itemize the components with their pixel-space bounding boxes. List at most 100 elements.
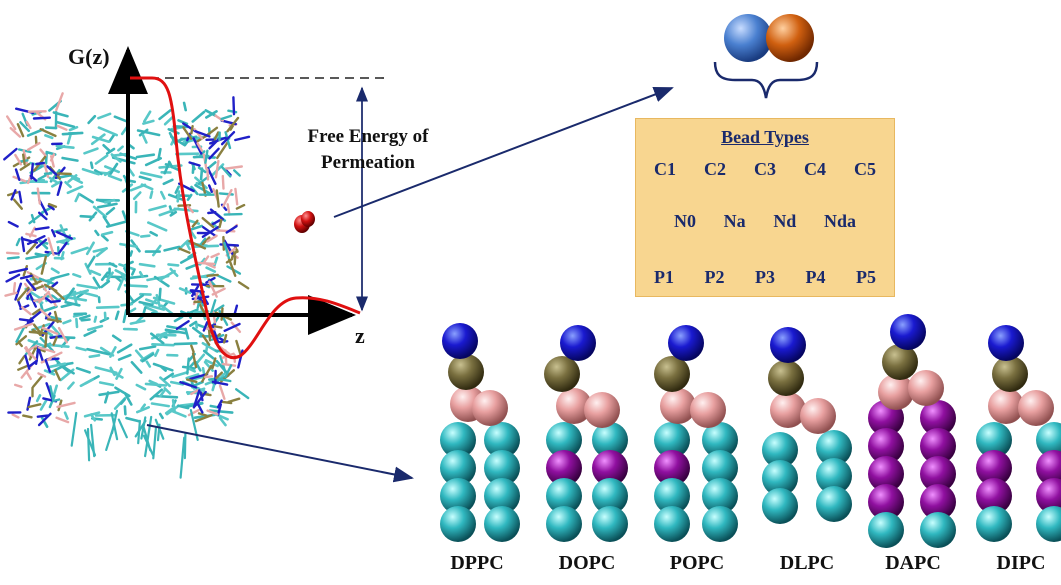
membrane-stick [153,394,179,399]
membrane-stick [178,287,192,295]
membrane-stick [18,190,23,204]
membrane-stick [64,181,72,189]
lipid-bead [472,390,508,426]
membrane-stick [57,172,72,176]
membrane-stick [194,321,198,329]
membrane-stick [13,322,34,331]
membrane-stick [91,135,111,143]
membrane-stick [4,291,18,297]
membrane-stick [28,347,37,361]
lipid-bead [690,392,726,428]
bead-types-box: Bead Types C1 C2 C3 C4 C5 N0 Na Nd Nda P… [635,118,895,297]
membrane-stick [158,109,172,121]
membrane-stick [51,228,56,238]
membrane-stick [190,375,206,382]
lipid-bead [868,428,904,464]
membrane-stick [55,92,64,112]
membrane-stick [206,409,219,416]
membrane-stick [142,119,155,125]
membrane-stick [235,203,246,210]
membrane-stick [16,286,30,302]
membrane-stick [19,274,33,280]
lipid-bead [654,478,690,514]
membrane-stick [158,412,164,420]
lipid-bead [920,428,956,464]
membrane-stick [210,252,220,259]
lipid-bead [440,450,476,486]
membrane-stick [62,319,72,325]
membrane-stick [222,334,228,344]
membrane-stick [81,167,100,176]
membrane-stick [44,297,53,304]
membrane-stick [52,384,59,399]
membrane-stick [139,171,163,179]
membrane-stick [88,353,101,359]
membrane-stick [152,427,157,460]
lipid-bead [770,392,806,428]
bead-type: P5 [856,267,876,287]
membrane-stick [205,276,216,284]
membrane-stick [19,162,31,171]
membrane-stick [50,267,60,274]
lipid-bead [592,422,628,458]
membrane-stick [123,392,133,406]
membrane-stick [44,332,48,348]
membrane-stick [152,362,174,372]
membrane-stick [56,181,63,197]
membrane-stick [186,205,195,214]
membrane-stick [47,237,55,256]
membrane-stick [22,153,26,166]
membrane-stick [182,122,197,133]
membrane-stick [83,411,101,418]
membrane-stick [168,330,180,334]
membrane-stick [203,360,214,373]
membrane-stick [207,184,214,194]
membrane-stick [25,232,37,238]
membrane-stick [5,251,20,255]
membrane-stick [138,128,149,137]
membrane-stick [123,405,127,416]
lipid-bead [654,356,690,392]
membrane-stick [221,188,233,208]
lipid-bead [770,327,806,363]
membrane-stick [20,237,39,244]
membrane-stick [44,134,54,140]
membrane-stick [153,275,170,288]
membrane-stick [190,344,195,354]
membrane-stick [25,120,32,130]
arrow-to-lipids [146,424,414,483]
membrane-stick [40,255,47,275]
membrane-stick [223,212,243,216]
membrane-stick [169,210,178,217]
membrane-stick [92,276,101,289]
membrane-stick [158,287,162,301]
membrane-stick [140,403,146,411]
membrane-stick [151,342,175,347]
membrane-stick [191,352,198,369]
membrane-stick [204,149,209,164]
membrane-stick [98,381,115,387]
membrane-stick [109,162,119,175]
membrane-stick [114,310,120,321]
membrane-stick [221,174,225,190]
curly-brace [713,61,819,99]
membrane-stick [184,327,190,340]
lipid-bead [546,506,582,542]
membrane-stick [85,241,95,256]
membrane-stick [135,383,147,391]
lipid-bead [702,422,738,458]
membrane-stick [230,321,242,333]
membrane-stick [202,349,215,360]
lipid-bead [920,484,956,520]
membrane-stick [68,125,79,132]
membrane-stick [207,210,217,215]
bead-type: C5 [854,159,876,179]
membrane-stick [186,243,191,251]
lipid-label-popc: POPC [669,552,725,574]
lipid-bead [882,344,918,380]
y-axis-label: G(z) [68,44,110,69]
membrane-stick [52,336,58,346]
membrane-stick [121,210,128,221]
lipid-bead [654,450,690,486]
membrane-stick [10,189,17,201]
